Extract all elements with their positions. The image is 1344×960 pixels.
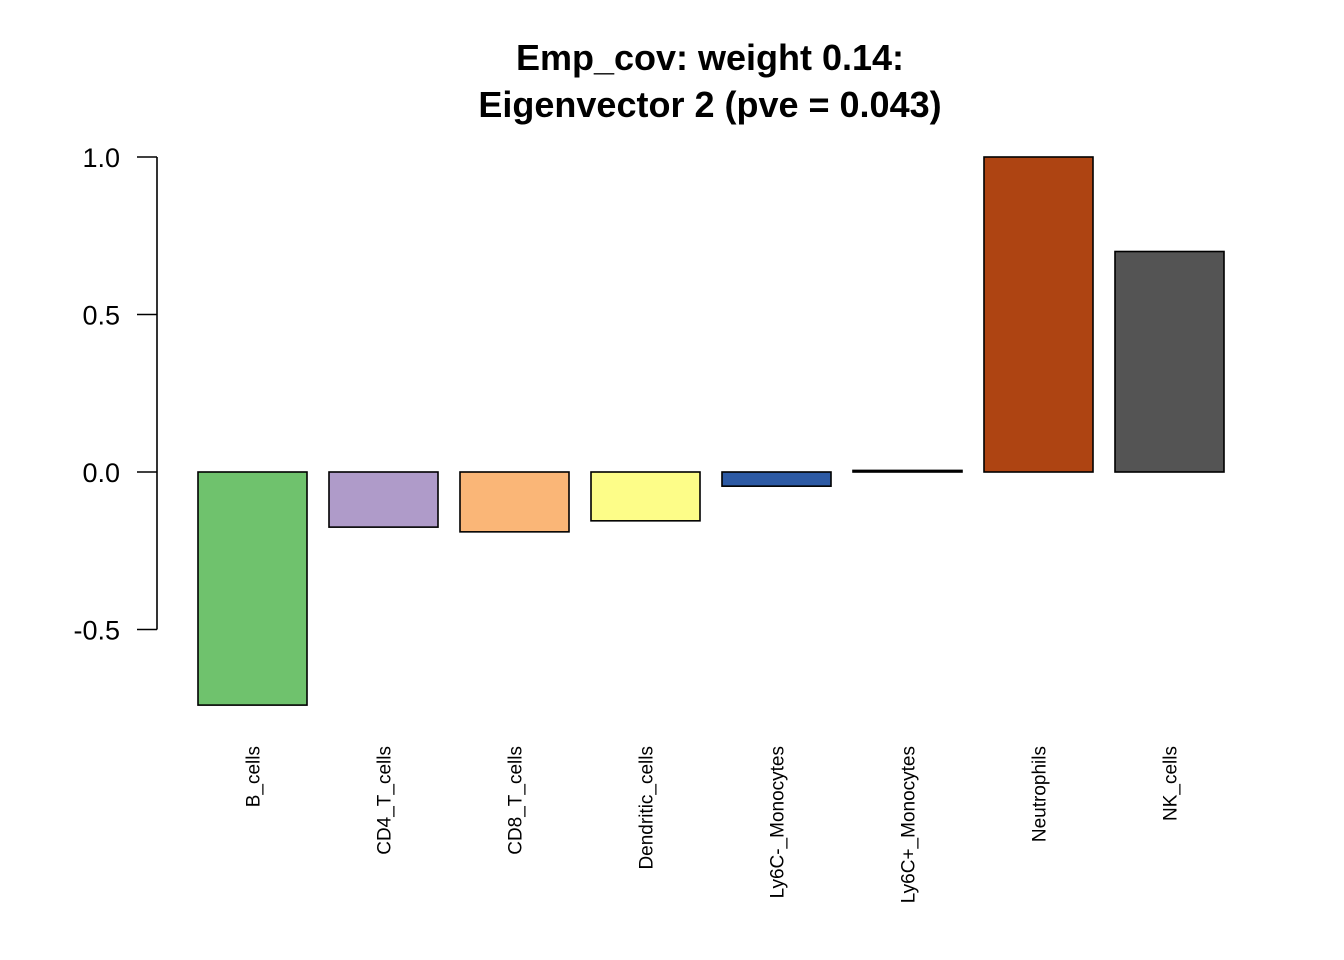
bar-neutrophils — [983, 156, 1094, 473]
y-axis: 1.0 0.5 0.0 -0.5 — [73, 143, 158, 646]
x-tick-label: B_cells — [244, 746, 265, 807]
y-tick-label: 0.0 — [82, 458, 120, 488]
bar-dendritic-cells — [590, 471, 701, 522]
x-axis-labels: B_cells CD4_T_cells CD8_T_cells Dendritic_c… — [244, 746, 1182, 903]
bar-cd4-t-cells — [328, 471, 439, 528]
x-tick-label: Ly6C-_Monocytes — [768, 746, 789, 898]
x-tick-label: NK_cells — [1161, 746, 1182, 821]
x-tick-label: CD8_T_cells — [506, 746, 527, 855]
x-tick-label: CD4_T_cells — [375, 746, 396, 855]
y-tick-label: 0.5 — [82, 301, 120, 331]
bar-ly6c-monocytes — [721, 471, 832, 487]
bar-ly6c-monocytes — [852, 469, 963, 473]
x-tick-label: Ly6C+_Monocytes — [899, 746, 920, 903]
y-tick-label: 1.0 — [82, 143, 120, 173]
bar-b-cells — [197, 471, 308, 706]
chart-title-line2: Eigenvector 2 (pve = 0.043) — [478, 84, 941, 125]
x-tick-label: Dendritic_cells — [637, 746, 658, 870]
y-tick-label: -0.5 — [73, 616, 120, 646]
bar-nk-cells — [1114, 250, 1225, 473]
bar-cd8-t-cells — [459, 471, 570, 533]
x-tick-label: Neutrophils — [1030, 746, 1051, 842]
bar-series — [197, 156, 1225, 706]
chart-title-line1: Emp_cov: weight 0.14: — [516, 37, 904, 78]
